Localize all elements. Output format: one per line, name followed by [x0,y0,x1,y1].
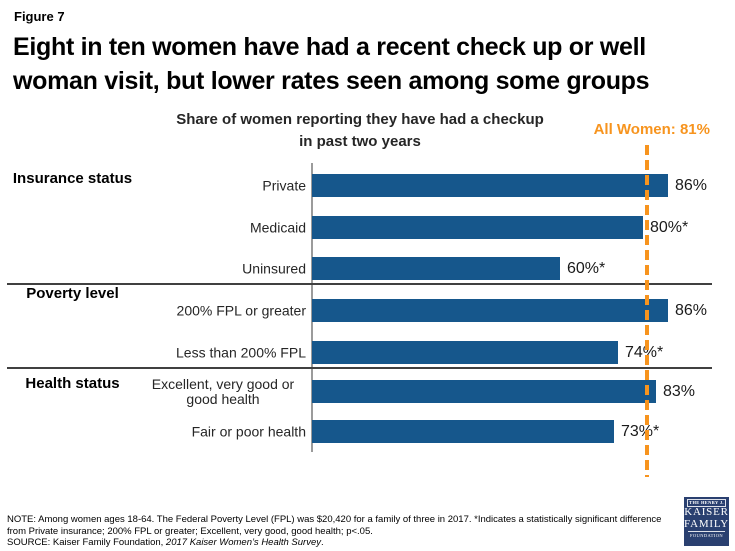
chart-subtitle-line-1: Share of women reporting they have had a… [176,111,544,128]
bar-value-label: 83% [663,383,696,400]
kff-logo-rule [688,531,725,532]
group-separator [7,367,712,369]
bar-category-label: Uninsured [242,260,306,276]
kff-logo: THE HENRY J. KAISER FAMILY FOUNDATION [684,497,729,546]
chart-subtitle-line-2: in past two years [299,133,421,150]
note-line-2: from Private insurance; 200% FPL or grea… [7,525,373,537]
bar-category-label: 200% FPL or greater [176,302,306,318]
source-prefix: SOURCE: Kaiser Family Foundation, [7,537,166,548]
bar [312,380,656,403]
bar-value-label: 86% [675,302,708,319]
figure-number: Figure 7 [14,9,65,24]
bar-value-label: 74%* [625,341,663,364]
bar [312,257,560,280]
page-title: Eight in ten women have had a recent che… [13,30,727,98]
note-line-1: NOTE: Among women ages 18-64. The Federa… [7,514,662,525]
bar-category-label: Private [262,177,306,193]
source-title: 2017 Kaiser Women’s Health Survey [165,537,321,548]
kff-logo-top-line: THE HENRY J. [687,499,726,507]
group-label: Poverty level [26,285,119,302]
kff-logo-family: FAMILY [684,517,730,530]
group-label: Insurance status [12,170,133,187]
kff-logo-foundation: FOUNDATION [690,533,723,538]
bar [312,420,614,443]
kff-logo-kaiser: KAISER [684,506,729,518]
bar-value-label: 60%* [567,260,606,277]
bar-value-label: 73%* [621,423,660,440]
bar-category-label: Excellent, very good or good health [151,375,295,407]
bar-category-label: Fair or poor health [191,423,306,439]
group-separator [7,283,712,285]
category-axis-line [311,163,313,452]
chart-subtitle: Share of women reporting they have had a… [110,109,610,153]
title-line-2: woman visit, but lower rates seen among … [13,67,650,95]
source-line: SOURCE: Kaiser Family Foundation, 2017 K… [7,537,707,549]
bar [312,174,668,197]
reference-dashed-line [645,145,649,477]
bar [312,216,643,239]
title-line-1: Eight in ten women have had a recent che… [13,33,646,61]
reference-line-label: All Women: 81% [593,121,710,138]
chart-footnote: NOTE: Among women ages 18-64. The Federa… [7,514,707,549]
bar-value-label: 86% [675,177,708,194]
bar-category-label: Medicaid [249,219,306,235]
group-label: Health status [25,375,120,392]
bar-value-label: 80%* [650,219,689,236]
bar-category-label: Less than 200% FPL [176,344,306,360]
source-suffix: . [321,537,324,548]
bar [312,341,618,364]
bar [312,299,668,322]
